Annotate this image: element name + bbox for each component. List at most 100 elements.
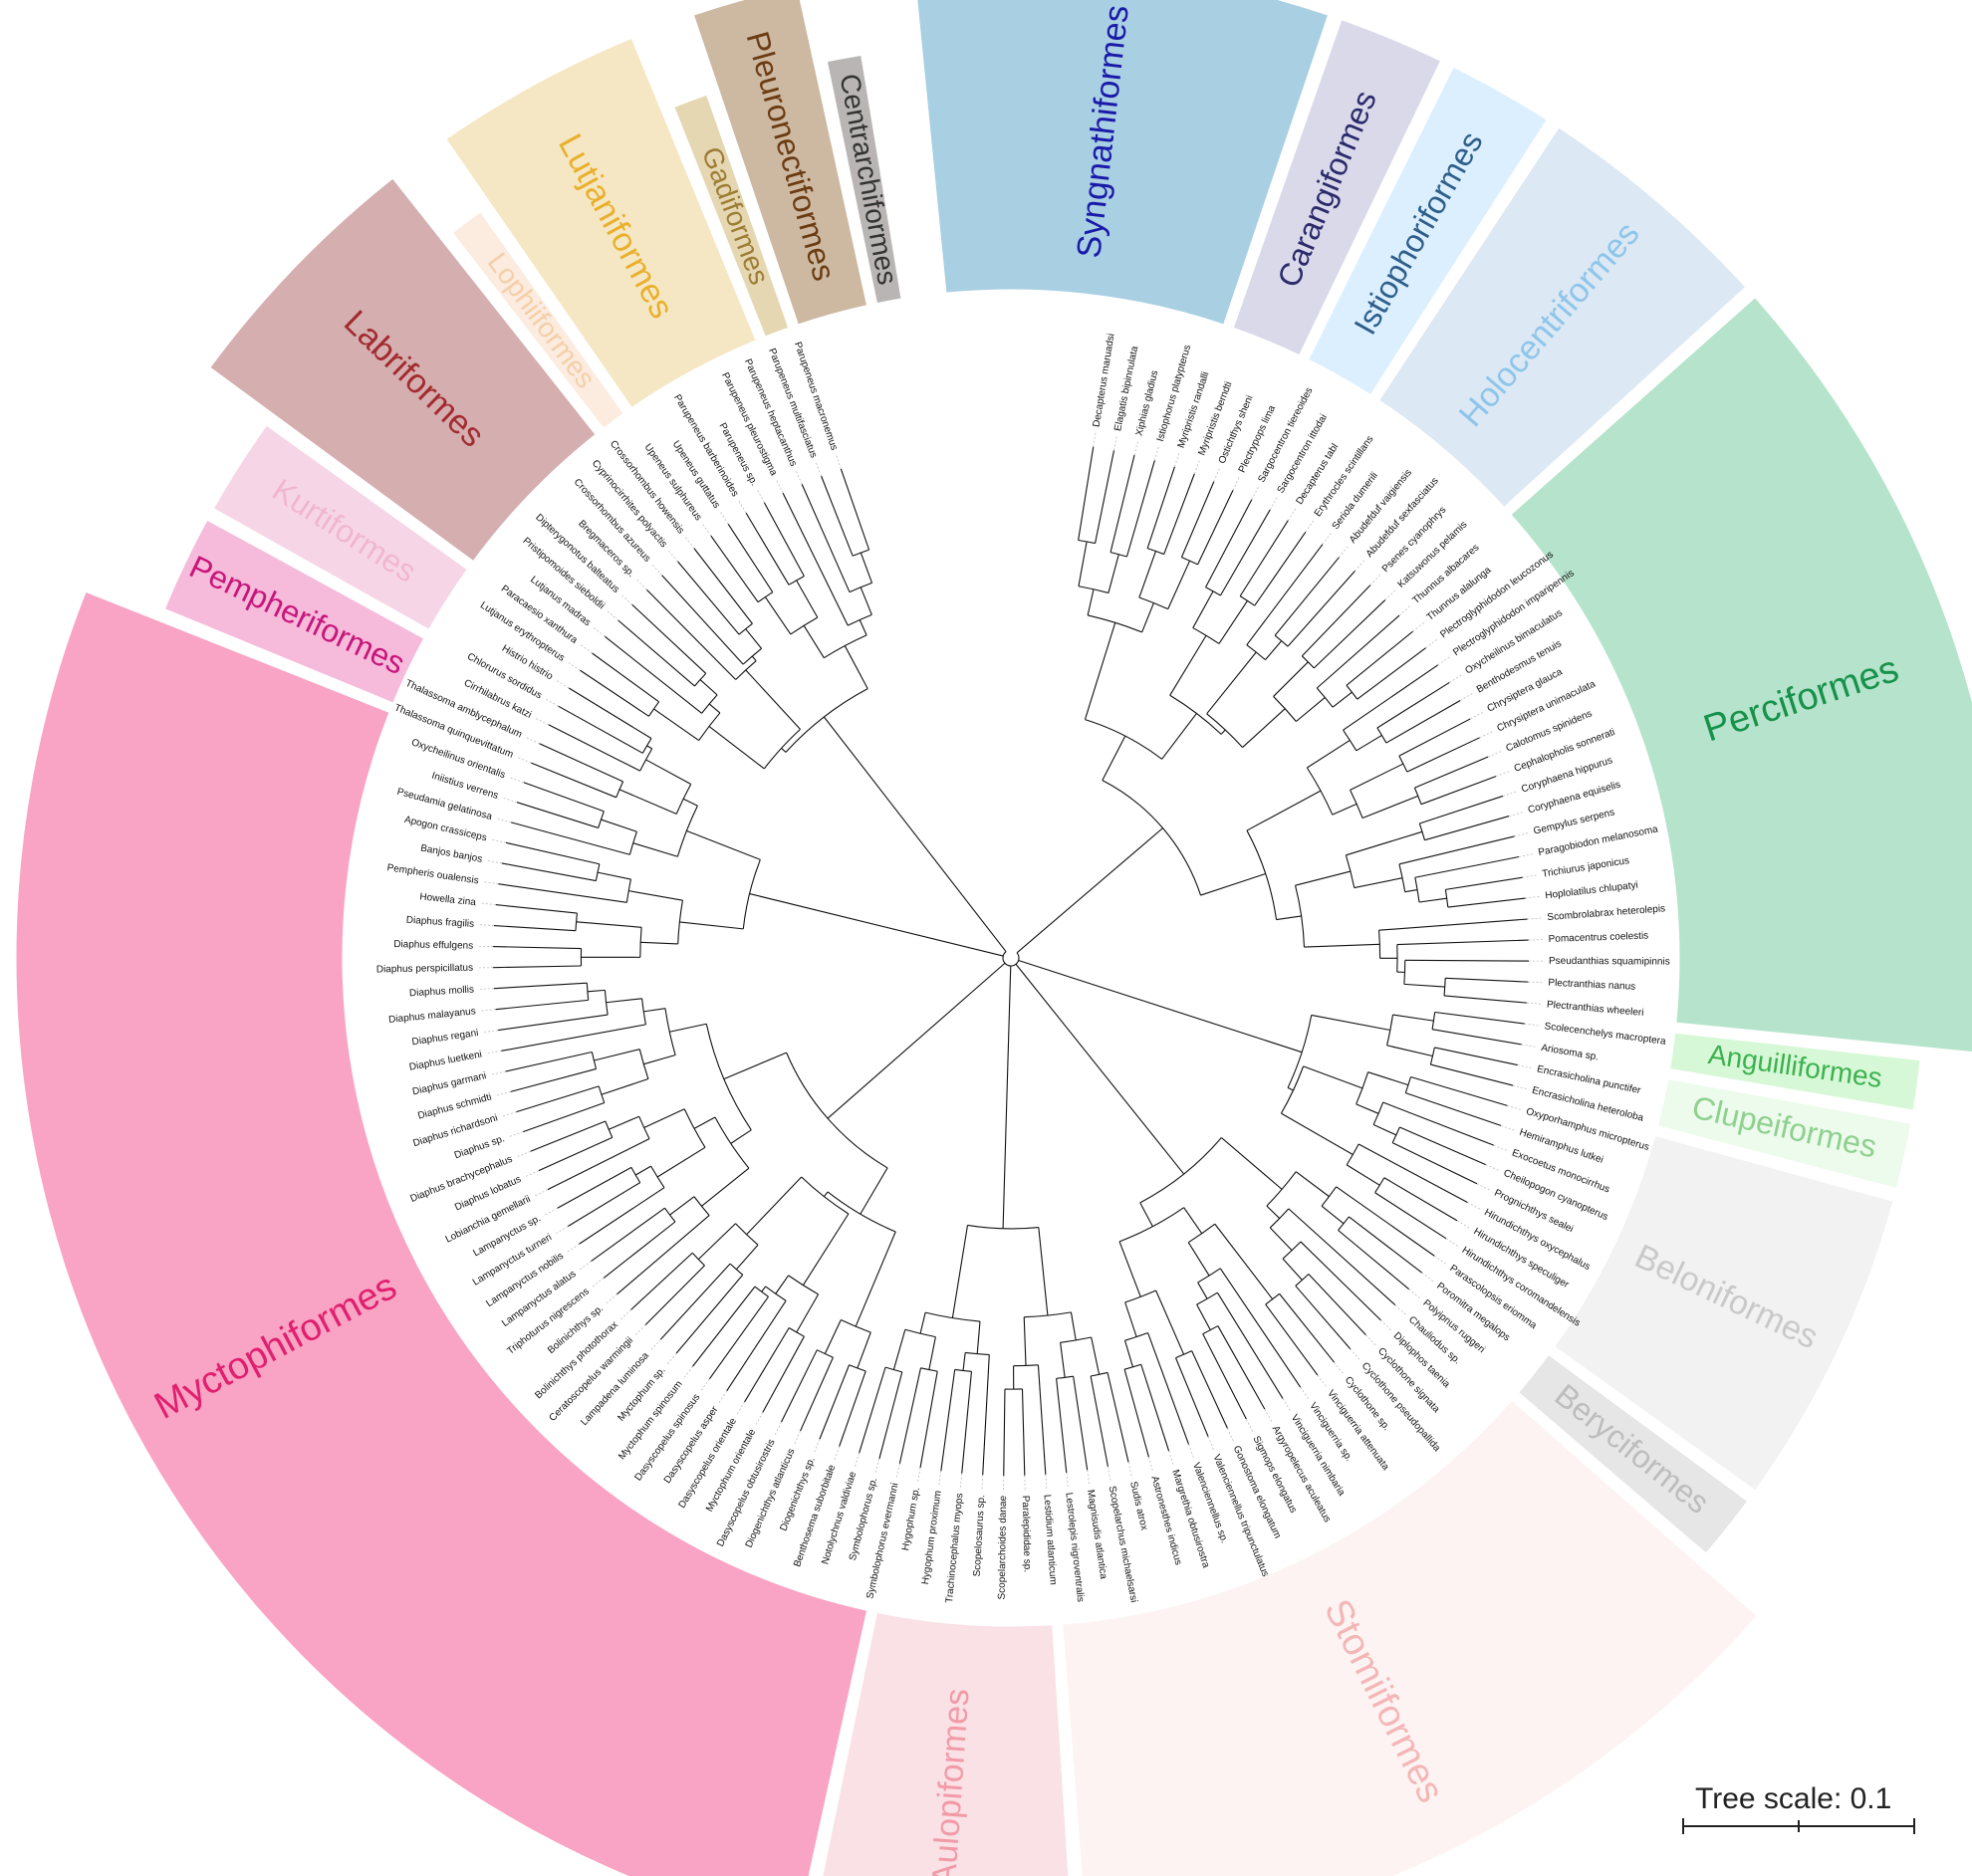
tree-branch [659, 1263, 731, 1340]
tree-branch [803, 624, 825, 658]
tree-branch [693, 1116, 716, 1129]
leaf-guide-line [1425, 637, 1439, 649]
tree-branch [1155, 1290, 1185, 1355]
leaf-guide-line [649, 1338, 661, 1352]
tree-node-arc [575, 912, 578, 931]
leaf-guide-line [1412, 620, 1426, 632]
tree-branch [632, 842, 678, 857]
tree-branch [1374, 1192, 1447, 1240]
tree-branch [1084, 622, 1116, 720]
leaf-guide-line [1456, 1220, 1472, 1230]
leaf-guide-line [1148, 1457, 1154, 1473]
tree-branch [1434, 1047, 1518, 1066]
tree-branch [919, 1312, 926, 1334]
leaf-guide-line [633, 1324, 646, 1337]
tree-branch [730, 1129, 752, 1144]
tree-branch [692, 1286, 756, 1367]
tree-branch [1399, 1126, 1486, 1166]
leaf-label: Scopelarchoides danae [997, 1495, 1009, 1599]
tree-branch [594, 1049, 640, 1061]
tree-branch [597, 871, 631, 880]
tree-branch [1295, 1285, 1352, 1350]
tree-branch [493, 965, 582, 969]
tree-node-arc [641, 998, 646, 1025]
leaf-guide-line [1493, 1144, 1509, 1152]
leaf-label: Diaphus regani [411, 1028, 479, 1048]
tree-branch [1378, 918, 1528, 931]
leaf-guide-line [981, 1475, 984, 1492]
tree-branch [1174, 1357, 1209, 1437]
leaf-label: Lampanyctus turneri [471, 1232, 554, 1288]
tree-node-arc [729, 1263, 744, 1276]
tree-branch [1161, 713, 1197, 760]
tree-branch [1218, 600, 1248, 644]
leaf-guide-line [1495, 770, 1512, 777]
tree-branch [580, 669, 649, 717]
tree-branch [661, 575, 744, 665]
leaf-guide-line [485, 859, 502, 864]
leaf-guide-line [478, 924, 495, 926]
tree-node-arc [1282, 1241, 1302, 1260]
leaf-guide-line [1287, 506, 1298, 521]
tree-branch [510, 821, 630, 855]
leaf-guide-line [1476, 1183, 1492, 1192]
tree-branch [859, 1366, 886, 1454]
tree-node-arc [1239, 595, 1256, 606]
leaf-guide-line [650, 563, 662, 576]
tree-branch [746, 1176, 803, 1236]
tree-branch [745, 512, 790, 586]
tree-branch [1118, 1241, 1141, 1297]
tree-branch [697, 1223, 736, 1261]
tree-branch [1295, 870, 1352, 886]
tree-branch [764, 596, 792, 635]
leaf-label: Sargocentron ittodai [1276, 412, 1330, 495]
tree-branch [616, 1215, 710, 1295]
tree-branch [1192, 590, 1214, 628]
leaf-guide-line [1522, 874, 1539, 878]
tree-node-arc [848, 613, 872, 626]
tree-node-arc [639, 748, 653, 772]
tree-branch [516, 1085, 600, 1113]
leaf-guide-line [1227, 1428, 1235, 1444]
tree-branch [1420, 776, 1497, 806]
tree-branch [495, 904, 578, 914]
tree-branch [857, 1331, 871, 1369]
tree-branch [1279, 1292, 1336, 1363]
tree-branch [1301, 585, 1371, 657]
tree-branch [539, 743, 623, 783]
leaf-label: Xiphias gladius [1134, 369, 1161, 437]
tree-branch [823, 716, 1007, 953]
order-ring-layer [13, 0, 1972, 1876]
tree-branch [859, 619, 867, 636]
tree-branch [1037, 1364, 1047, 1475]
leaf-guide-line [1398, 604, 1412, 616]
leaf-guide-line [1213, 466, 1221, 482]
tree-branch [1308, 1274, 1366, 1336]
leaf-guide-line [1528, 981, 1545, 984]
leaf-guide-line [565, 1243, 580, 1254]
tree-node-arc [788, 576, 805, 586]
tree-branch [1219, 509, 1271, 596]
tree-branch [675, 1274, 744, 1354]
leaf-guide-line [1512, 1084, 1529, 1090]
tree-branch [643, 1108, 685, 1128]
order-sector-anguilliformes [1666, 1030, 1924, 1113]
leaf-guide-line [1168, 1451, 1174, 1467]
leaf-guide-line [1421, 1272, 1435, 1284]
leaf-guide-line [775, 478, 784, 494]
tree-branch [587, 989, 606, 993]
leaf-guide-line [665, 1352, 677, 1366]
leaf-label: Myctophum orientale [704, 1427, 758, 1514]
leaf-guide-line [1500, 1125, 1517, 1131]
leaf-guide-line [501, 1111, 517, 1117]
order-sector-gadiformes [670, 92, 792, 341]
tree-node-arc [1443, 978, 1446, 996]
tree-branch [505, 841, 600, 865]
tree-branch [878, 1371, 903, 1460]
tree-branch [1146, 466, 1175, 549]
tree-node-arc [676, 805, 698, 857]
leaf-guide-line [701, 522, 712, 537]
tree-branch [1403, 983, 1445, 988]
leaf-guide-line [544, 698, 559, 707]
tree-branch [576, 921, 642, 928]
